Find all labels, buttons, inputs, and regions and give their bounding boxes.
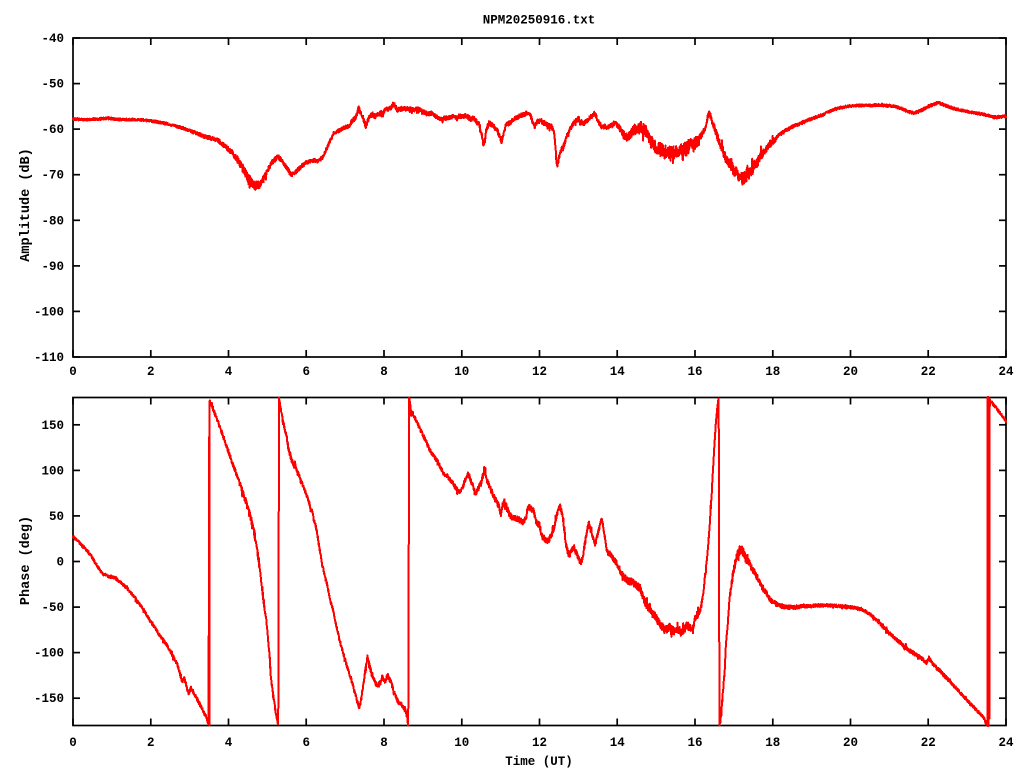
svg-text:50: 50	[49, 510, 64, 524]
svg-text:Time (UT): Time (UT)	[505, 755, 573, 768]
svg-text:-70: -70	[41, 169, 64, 183]
svg-text:NPM20250916.txt: NPM20250916.txt	[483, 14, 596, 28]
svg-text:8: 8	[380, 365, 388, 379]
svg-text:0: 0	[56, 556, 64, 570]
svg-text:Phase (deg): Phase (deg)	[19, 516, 34, 605]
svg-text:16: 16	[687, 365, 702, 379]
svg-text:10: 10	[454, 365, 469, 379]
svg-text:20: 20	[843, 736, 858, 750]
svg-text:-100: -100	[34, 647, 64, 661]
svg-text:-100: -100	[34, 305, 64, 319]
svg-text:Amplitude (dB): Amplitude (dB)	[19, 148, 34, 261]
svg-text:22: 22	[921, 365, 936, 379]
svg-text:10: 10	[454, 736, 469, 750]
svg-text:-50: -50	[41, 78, 64, 92]
svg-text:16: 16	[687, 736, 702, 750]
svg-text:-80: -80	[41, 214, 64, 228]
svg-text:14: 14	[610, 736, 626, 750]
svg-text:4: 4	[225, 736, 233, 750]
svg-text:24: 24	[998, 365, 1014, 379]
svg-text:8: 8	[380, 736, 388, 750]
svg-text:2: 2	[147, 736, 155, 750]
svg-text:0: 0	[69, 736, 77, 750]
svg-text:4: 4	[225, 365, 233, 379]
svg-text:2: 2	[147, 365, 155, 379]
svg-text:22: 22	[921, 736, 936, 750]
svg-text:-90: -90	[41, 260, 64, 274]
svg-text:12: 12	[532, 736, 547, 750]
svg-text:14: 14	[610, 365, 626, 379]
svg-text:12: 12	[532, 365, 547, 379]
svg-text:-40: -40	[41, 32, 64, 46]
svg-text:18: 18	[765, 736, 780, 750]
svg-text:150: 150	[41, 419, 64, 433]
svg-text:20: 20	[843, 365, 858, 379]
svg-text:0: 0	[69, 365, 77, 379]
svg-text:24: 24	[998, 736, 1014, 750]
svg-text:-60: -60	[41, 123, 64, 137]
svg-text:-150: -150	[34, 692, 64, 706]
svg-text:6: 6	[302, 365, 310, 379]
svg-text:6: 6	[302, 736, 310, 750]
svg-text:100: 100	[41, 464, 64, 478]
svg-text:-50: -50	[41, 601, 64, 615]
svg-text:18: 18	[765, 365, 780, 379]
svg-text:-110: -110	[34, 351, 64, 365]
